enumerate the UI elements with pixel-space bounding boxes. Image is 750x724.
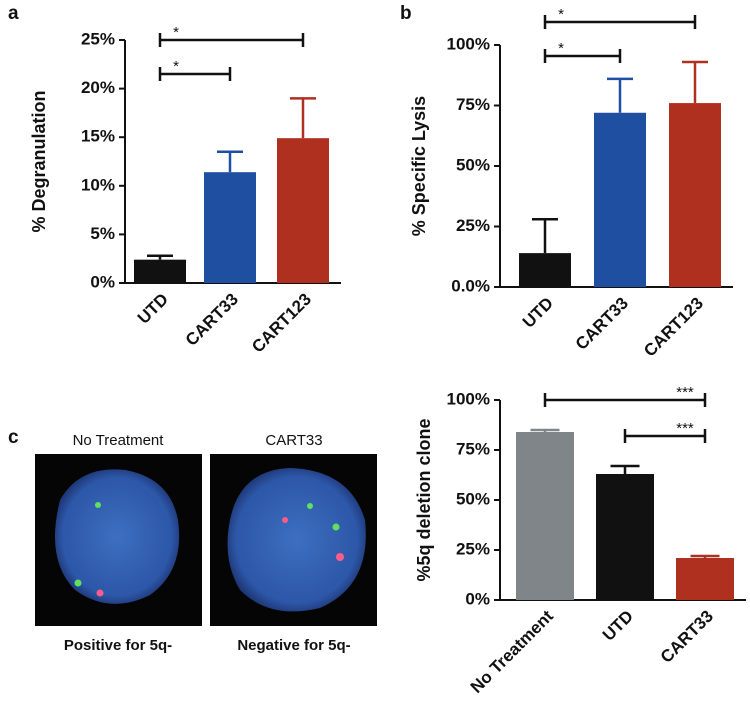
panel-label: a <box>8 3 19 24</box>
y-tick-label: 100% <box>447 389 490 408</box>
probe-dot <box>336 553 344 561</box>
y-tick-label: 0.0% <box>451 276 490 295</box>
bar <box>596 474 654 600</box>
y-tick-label: 15% <box>81 127 115 146</box>
significance-label: * <box>558 40 564 57</box>
bar <box>519 253 571 287</box>
significance-label: * <box>558 6 564 23</box>
y-tick-label: 100% <box>447 34 490 53</box>
panel-label: b <box>400 3 412 24</box>
x-tick-label: No Treatment <box>467 606 557 696</box>
x-tick-label: UTD <box>599 607 637 645</box>
y-tick-label: 0% <box>465 589 490 608</box>
y-tick-label: 25% <box>456 216 490 235</box>
x-tick-label: UTD <box>519 294 557 332</box>
image-caption: Negative for 5q- <box>237 637 350 654</box>
x-tick-label: CART123 <box>640 294 707 361</box>
bar <box>594 112 646 287</box>
significance-label: *** <box>676 384 694 401</box>
x-tick-label: CART33 <box>657 607 717 667</box>
significance-label: * <box>173 24 179 41</box>
x-tick-label: CART33 <box>182 290 242 350</box>
y-tick-label: 50% <box>456 155 490 174</box>
microscopy-panel: No Treatment Positive for 5q- CART33 Neg… <box>35 432 377 654</box>
bar <box>516 432 574 600</box>
x-tick-label: CART33 <box>572 294 632 354</box>
y-tick-label: 10% <box>81 175 115 194</box>
bar <box>134 259 186 283</box>
x-tick-label: CART123 <box>248 290 315 357</box>
significance-label: *** <box>676 420 694 437</box>
y-tick-label: 25% <box>456 539 490 558</box>
y-tick-label: 5% <box>90 224 115 243</box>
y-tick-label: 75% <box>456 439 490 458</box>
probe-dot <box>332 523 340 531</box>
probe-dot <box>307 503 313 509</box>
y-tick-label: 50% <box>456 489 490 508</box>
panel-label: c <box>8 427 19 448</box>
significance-label: * <box>173 58 179 75</box>
probe-dot <box>74 579 82 587</box>
y-axis-label: % Degranulation <box>29 90 49 232</box>
bar-chart: b 0.0% 25% 50% 75% 100% % Specific Lysis UTD CAR… <box>400 3 733 360</box>
probe-dot <box>95 502 101 508</box>
y-tick-label: 25% <box>81 29 115 48</box>
bar <box>277 138 329 283</box>
y-tick-label: 0% <box>90 272 115 291</box>
image-title: CART33 <box>265 432 322 449</box>
y-axis-label: % Specific Lysis <box>409 96 429 236</box>
image-title: No Treatment <box>73 432 165 449</box>
x-tick-label: UTD <box>134 290 172 328</box>
bar <box>676 558 734 600</box>
image-caption: Positive for 5q- <box>64 637 172 654</box>
y-tick-label: 20% <box>81 78 115 97</box>
bar <box>204 172 256 283</box>
y-axis-label: %5q deletion clone <box>414 418 434 581</box>
nucleus <box>55 469 180 604</box>
bar-chart: a 0% 5% 10% 15% 20% 25% % Degranulation UTD CART3… <box>8 3 341 356</box>
nucleus <box>227 468 366 612</box>
y-tick-label: 75% <box>456 95 490 114</box>
probe-dot <box>96 589 104 597</box>
bar <box>669 103 721 287</box>
probe-dot <box>282 517 288 523</box>
